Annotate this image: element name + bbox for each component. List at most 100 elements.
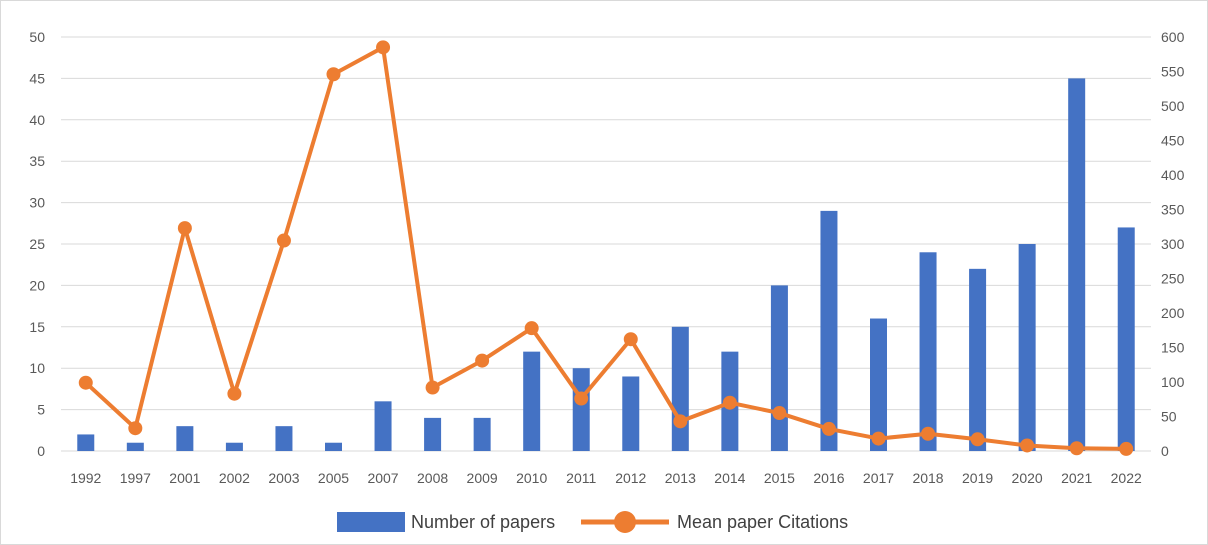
bar-number-of-papers <box>424 417 442 451</box>
point-mean-paper-citations <box>623 332 638 347</box>
left-axis-tick-label: 50 <box>29 29 45 45</box>
left-axis-tick-label: 10 <box>29 360 45 376</box>
right-axis-ticks: 0 50 100 150 200 250 300 350 400 450 500 550 600 <box>1161 29 1185 459</box>
x-axis-tick-label: 2001 <box>169 470 200 486</box>
x-axis-tick-label: 2017 <box>863 470 894 486</box>
right-axis-tick-label: 600 <box>1161 29 1185 45</box>
bar-number-of-papers <box>473 417 491 451</box>
point-mean-paper-citations <box>276 233 291 248</box>
legend-swatch-number-of-papers <box>337 512 405 532</box>
left-axis-tick-label: 15 <box>29 319 45 335</box>
x-axis-tick-label: 2022 <box>1111 470 1142 486</box>
point-mean-paper-citations <box>921 426 936 441</box>
point-mean-paper-citations <box>1020 438 1035 453</box>
x-axis-tick-label: 1992 <box>70 470 101 486</box>
x-axis-tick-label: 2014 <box>714 470 745 486</box>
x-axis-tick-label: 2009 <box>467 470 498 486</box>
gridlines <box>61 36 1151 452</box>
x-axis-tick-label: 2005 <box>318 470 349 486</box>
point-mean-paper-citations <box>772 406 787 421</box>
right-axis-tick-label: 350 <box>1161 202 1185 218</box>
right-axis-tick-label: 150 <box>1161 340 1185 356</box>
bar-number-of-papers <box>572 368 590 451</box>
right-axis-tick-label: 300 <box>1161 236 1185 252</box>
point-mean-paper-citations <box>673 414 688 429</box>
x-axis-tick-label: 2019 <box>962 470 993 486</box>
point-mean-paper-citations <box>227 386 242 401</box>
right-axis-tick-label: 200 <box>1161 305 1185 321</box>
point-mean-paper-citations <box>871 431 886 446</box>
point-mean-paper-citations <box>376 40 391 55</box>
bar-number-of-papers <box>523 351 541 451</box>
bar-number-of-papers <box>622 376 640 451</box>
right-axis-tick-label: 0 <box>1161 443 1169 459</box>
bar-number-of-papers <box>374 401 392 451</box>
bar-number-of-papers <box>176 426 194 451</box>
bar-number-of-papers <box>1018 244 1036 451</box>
right-axis-tick-label: 100 <box>1161 374 1185 390</box>
x-axis-tick-label: 1997 <box>120 470 151 486</box>
bar-number-of-papers <box>969 268 987 451</box>
right-axis-tick-label: 550 <box>1161 64 1185 80</box>
bar-number-of-papers <box>820 210 838 451</box>
legend-label-mean-paper-citations: Mean paper Citations <box>677 512 848 532</box>
line-mean-paper-citations <box>84 45 1127 451</box>
bar-number-of-papers <box>1068 78 1086 452</box>
x-axis-ticks: 1992 1997 2001 2002 2003 2005 2007 2008 2009 2010… <box>70 470 1142 486</box>
legend-label-number-of-papers: Number of papers <box>411 512 555 532</box>
point-mean-paper-citations <box>425 380 440 395</box>
right-axis-tick-label: 400 <box>1161 167 1185 183</box>
x-axis-tick-label: 2008 <box>417 470 448 486</box>
x-axis-tick-label: 2010 <box>516 470 547 486</box>
left-axis-tick-label: 0 <box>37 443 45 459</box>
point-mean-paper-citations <box>574 391 589 406</box>
left-axis-tick-label: 45 <box>29 70 45 86</box>
bar-number-of-papers <box>225 442 243 451</box>
x-axis-tick-label: 2002 <box>219 470 250 486</box>
x-axis-tick-label: 2021 <box>1061 470 1092 486</box>
point-mean-paper-citations <box>524 321 539 336</box>
left-axis-tick-label: 20 <box>29 277 45 293</box>
point-mean-paper-citations <box>326 67 341 82</box>
right-axis-tick-label: 250 <box>1161 271 1185 287</box>
bar-number-of-papers <box>919 252 937 451</box>
left-axis-ticks: 0 5 10 15 20 25 30 35 40 45 50 <box>29 29 45 459</box>
bar-number-of-papers <box>770 285 788 451</box>
left-axis-tick-label: 35 <box>29 153 45 169</box>
bar-number-of-papers <box>870 318 887 451</box>
x-axis-tick-label: 2018 <box>912 470 943 486</box>
point-mean-paper-citations <box>970 432 985 447</box>
line-series-mean-paper-citations <box>78 40 1134 456</box>
legend: Number of papers Mean paper Citations <box>337 511 848 533</box>
point-mean-paper-citations <box>78 375 93 390</box>
left-axis-tick-label: 30 <box>29 195 45 211</box>
point-mean-paper-citations <box>128 421 143 436</box>
point-mean-paper-citations <box>821 421 836 436</box>
point-mean-paper-citations <box>177 221 192 236</box>
bar-number-of-papers <box>1117 227 1135 451</box>
legend-marker-mean-paper-citations <box>614 511 636 533</box>
left-axis-tick-label: 40 <box>29 112 45 128</box>
bar-number-of-papers <box>275 426 293 451</box>
x-axis-tick-label: 2016 <box>813 470 844 486</box>
left-axis-tick-label: 25 <box>29 236 45 252</box>
point-mean-paper-citations <box>475 353 490 368</box>
point-mean-paper-citations <box>1069 441 1084 456</box>
x-axis-tick-label: 2012 <box>615 470 646 486</box>
x-axis-tick-label: 2011 <box>566 470 596 486</box>
x-axis-tick-label: 2003 <box>268 470 299 486</box>
bar-number-of-papers <box>77 434 95 451</box>
left-axis-tick-label: 5 <box>37 402 45 418</box>
x-axis-tick-label: 2015 <box>764 470 795 486</box>
right-axis-tick-label: 500 <box>1161 98 1185 114</box>
point-mean-paper-citations <box>1119 441 1134 456</box>
right-axis-tick-label: 450 <box>1161 133 1185 149</box>
x-axis-tick-label: 2013 <box>665 470 696 486</box>
bar-number-of-papers <box>671 326 689 451</box>
x-axis-tick-label: 2007 <box>367 470 398 486</box>
bar-number-of-papers <box>126 442 144 451</box>
point-mean-paper-citations <box>722 395 737 410</box>
right-axis-tick-label: 50 <box>1161 409 1177 425</box>
